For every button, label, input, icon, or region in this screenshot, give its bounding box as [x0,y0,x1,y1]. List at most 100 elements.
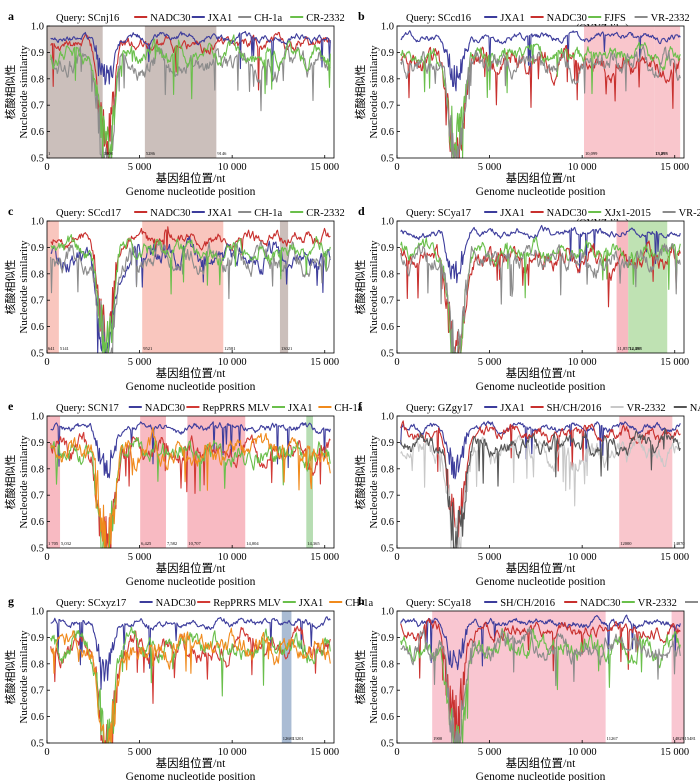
region-annotation-g-0: 12681 [283,736,294,741]
axes-frame-b [396,25,685,159]
region-annotation-b-2: 15,293 [655,151,668,157]
query-label-e: Query: SCN17 [56,403,119,414]
region-annotation-c-2: 9521 [143,346,152,351]
axes-frame-d [396,220,685,354]
region-annotation-e-2: 6,425 [141,541,152,547]
region-e-1 [140,416,166,548]
axes-frame-c [46,220,335,354]
y-tick-label-c-1: 0.6 [31,322,44,333]
x-axis-label-cn-b: 基因组位置/nt [506,171,576,185]
x-tick-label-c-2: 10 000 [218,357,247,368]
x-tick-label-h-2: 10 000 [568,747,597,758]
x-tick-label-c-1: 5 000 [128,357,152,368]
query-label-d: Query: SCya17 [406,208,471,219]
x-axis-label-en-h: Genome nucleotide position [476,771,606,781]
series-line-b-2 [400,41,681,159]
legend-label-d-2: XJx1-2015 [604,208,651,219]
y-tick-label-e-2: 0.7 [31,491,44,502]
x-axis-label-cn-a: 基因组位置/nt [156,171,226,185]
y-tick-label-f-5: 1.0 [381,412,394,423]
y-axis-label-cn-g: 核酸相似性 [3,650,17,705]
series-line-a-1 [50,30,331,86]
y-tick-label-d-2: 0.7 [381,296,394,307]
legend-label-d-3: VR-2332 [679,208,700,219]
region-annotation-c-3: 12581 [224,346,235,351]
y-tick-label-d-3: 0.8 [381,269,394,280]
x-axis-label-cn-d: 基因组位置/nt [506,366,576,380]
legend-label-a-0: NADC30 [150,13,190,24]
y-axis-label-cn-e: 核酸相似性 [3,455,17,510]
legend-label-c-3: CR-2332 [306,208,345,219]
x-axis-label-en-g: Genome nucleotide position [126,771,256,781]
panel-letter-d: d [358,204,365,218]
series-line-d-0 [400,224,681,284]
series-line-b-0 [400,30,681,92]
region-g-0 [281,611,292,743]
panel-letter-f: f [358,399,363,413]
region-annotation-b-1: 13,895 [655,151,668,157]
region-annotation-c-1: 5141 [60,346,69,351]
region-annotation-d-1: 12,488 [629,346,642,352]
x-tick-label-g-1: 5 000 [128,747,152,758]
y-tick-label-e-5: 1.0 [31,412,44,423]
x-tick-label-g-0: 0 [44,747,49,758]
query-label-c: Query: SCcd17 [56,208,121,219]
y-tick-label-c-0: 0.5 [31,349,44,360]
y-tick-label-e-4: 0.9 [31,438,44,449]
x-tick-label-f-1: 5 000 [478,552,502,563]
x-axis-label-cn-e: 基因组位置/nt [156,561,226,575]
x-axis-label-cn-f: 基因组位置/nt [506,561,576,575]
legend-label-h-0: SH/CH/2016 [500,598,555,609]
region-annotation-a-2: 5286 [146,151,156,156]
region-d-1 [628,221,668,353]
series-line-h-0 [400,614,681,671]
x-axis-label-en-a: Genome nucleotide position [126,186,256,198]
x-tick-label-d-0: 0 [394,357,399,368]
series-line-f-3 [400,428,681,549]
y-axis-label-cn-a: 核酸相似性 [3,65,17,120]
legend-label-g-0: NADC30 [156,598,196,609]
y-tick-label-a-2: 0.7 [31,101,44,112]
region-e-3 [306,416,313,548]
panel-f: f Query: GZgy17 JXA1 SH/CH/2016 VR-2332 NADC3… [353,399,700,588]
panel-letter-b: b [358,9,365,23]
legend-label-g-2: JXA1 [299,598,324,609]
x-axis-label-cn-c: 基因组位置/nt [156,366,226,380]
x-tick-label-b-0: 0 [394,162,399,173]
region-e-2 [187,416,246,548]
y-tick-label-b-2: 0.7 [381,101,394,112]
legend-label-a-2: CH-1a [254,13,282,24]
x-tick-label-f-3: 15 000 [660,552,689,563]
y-tick-label-g-4: 0.9 [31,633,44,644]
x-axis-label-cn-h: 基因组位置/nt [506,756,576,770]
y-tick-label-e-3: 0.8 [31,464,44,475]
y-axis-label-en-c: Nucleotide similarity [18,240,30,334]
axes-frame-a [46,25,335,159]
y-axis-label-cn-h: 核酸相似性 [353,650,367,705]
y-axis-label-en-e: Nucleotide similarity [18,435,30,529]
x-tick-label-a-1: 5 000 [128,162,152,173]
region-annotation-b-0: 10,099 [585,151,598,157]
region-annotation-e-4: 10,707 [188,541,201,547]
series-line-c-0 [50,226,331,354]
region-annotation-f-1: 14870 [673,541,685,546]
y-axis-label-cn-b: 核酸相似性 [353,65,367,120]
query-label-h: Query: SCya18 [406,598,471,609]
axes-frame-g [46,610,335,744]
x-tick-label-c-3: 15 000 [310,357,339,368]
panel-letter-c: c [8,204,14,218]
legend-label-c-0: NADC30 [150,208,190,219]
query-label-g: Query: SCxyz17 [56,598,126,609]
y-tick-label-b-5: 1.0 [381,22,394,33]
y-axis-label-cn-f: 核酸相似性 [353,455,367,510]
region-c-2 [279,221,289,353]
region-c-0 [47,221,59,353]
y-axis-label-en-h: Nucleotide similarity [368,630,380,724]
legend-label-a-3: CR-2332 [306,13,345,24]
panel-letter-a: a [8,9,14,23]
panel-a: a Query: SCnj16 NADC30 JXA1 CH-1a CR-2332 1 300… [3,9,345,198]
series-line-h-2 [400,627,681,744]
y-tick-label-c-2: 0.7 [31,296,44,307]
legend-label-e-1: RepPRRS MLV [202,403,270,414]
